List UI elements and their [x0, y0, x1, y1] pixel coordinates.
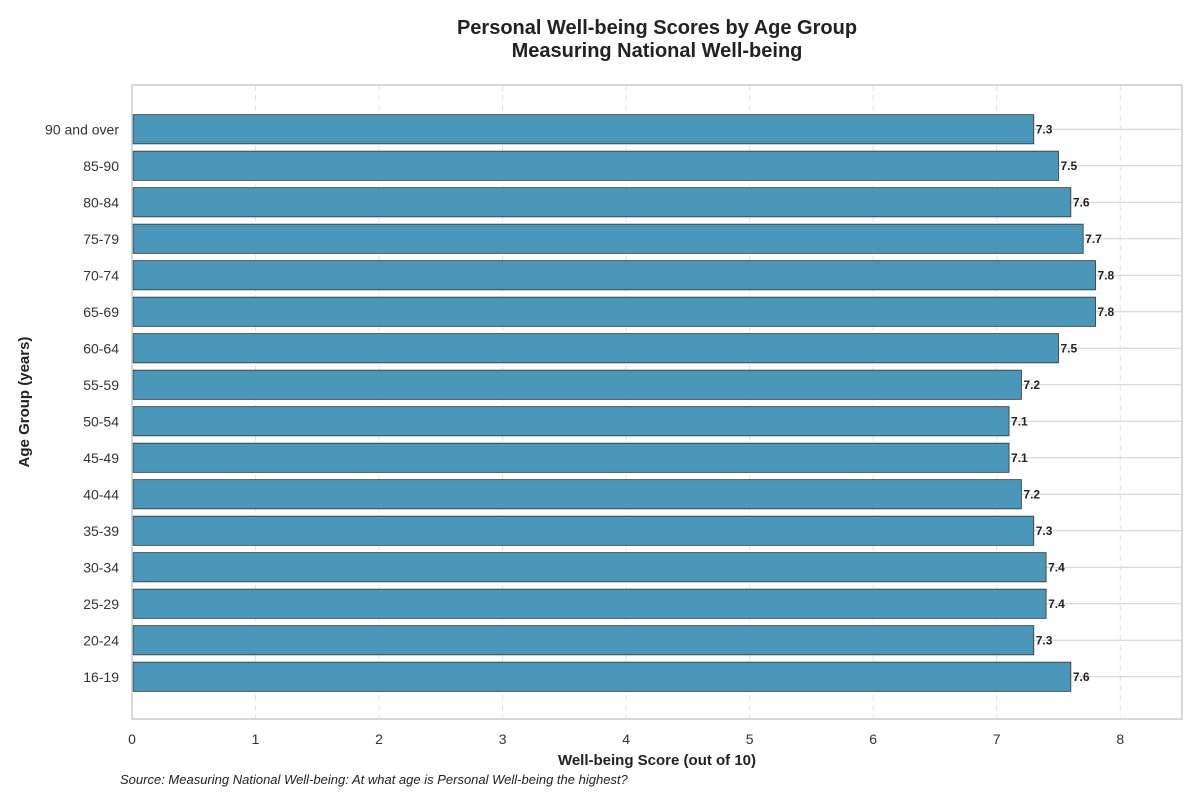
y-tick-label: 70-74: [83, 267, 119, 283]
bar-80-84: [132, 187, 1072, 218]
chart-title: Personal Well-being Scores by Age Group: [457, 17, 857, 39]
y-tick-label: 85-90: [83, 158, 119, 174]
value-label: 7.8: [1098, 268, 1115, 282]
value-label: 7.1: [1011, 451, 1028, 465]
bar-70-74: [132, 260, 1096, 291]
bar-55-59: [132, 369, 1022, 400]
value-label: 7.5: [1060, 159, 1077, 173]
bar-60-64: [132, 333, 1059, 364]
bar-50-54: [132, 406, 1010, 437]
value-label: 7.6: [1073, 670, 1090, 684]
bar-35-39: [132, 515, 1035, 546]
value-label: 7.3: [1036, 524, 1053, 538]
bar-45-49: [132, 442, 1010, 473]
x-tick-label: 8: [1116, 731, 1124, 747]
x-tick-label: 2: [375, 731, 383, 747]
plot-frame: [131, 84, 1183, 720]
value-label: 7.8: [1098, 305, 1115, 319]
y-tick-labels: 16-19 20-24 25-29 30-34 35-39 40-44 45-49 50-54…: [45, 121, 119, 685]
y-tick-label: 20-24: [83, 632, 119, 648]
y-tick-label: 80-84: [83, 194, 119, 210]
bar-20-24: [132, 625, 1035, 656]
bar-16-19: [132, 661, 1072, 692]
source-note: Source: Measuring National Well-being: A…: [120, 772, 629, 787]
y-tick-label: 40-44: [83, 486, 119, 502]
x-tick-label: 6: [869, 731, 877, 747]
y-tick-label: 35-39: [83, 523, 119, 539]
bar-90-and-over: [132, 114, 1035, 145]
x-tick-label: 5: [746, 731, 754, 747]
chart-subtitle: Measuring National Well-being: [512, 40, 803, 62]
x-tick-label: 4: [622, 731, 630, 747]
bar-65-69: [132, 296, 1096, 327]
value-label: 7.3: [1036, 633, 1053, 647]
value-labels: 7.6 7.3 7.4 7.4 7.3 7.2 7.1 7.1 7.2 7.5 7.8 7.8 7.7 7…: [1011, 122, 1114, 684]
bar-75-79: [132, 223, 1084, 254]
value-label: 7.4: [1048, 560, 1065, 574]
value-label: 7.6: [1073, 195, 1090, 209]
bar-40-44: [132, 479, 1022, 510]
value-label: 7.2: [1023, 487, 1040, 501]
bar-25-29: [132, 588, 1047, 619]
x-tick-label: 7: [993, 731, 1001, 747]
bar-30-34: [132, 552, 1047, 583]
value-label: 7.5: [1060, 341, 1077, 355]
y-tick-label: 16-19: [83, 669, 119, 685]
value-label: 7.4: [1048, 597, 1065, 611]
y-tick-label: 60-64: [83, 340, 119, 356]
x-tick-label: 1: [252, 731, 260, 747]
x-tick-label: 3: [499, 731, 507, 747]
x-tick-labels: 0 1 2 3 4 5 6 7 8: [128, 731, 1124, 747]
bars: [132, 114, 1096, 692]
y-axis-label: Age Group (years): [16, 337, 33, 468]
y-tick-label: 65-69: [83, 304, 119, 320]
x-tick-label: 0: [128, 731, 136, 747]
y-tick-label: 25-29: [83, 596, 119, 612]
value-label: 7.1: [1011, 414, 1028, 428]
y-tick-label: 45-49: [83, 450, 119, 466]
value-label: 7.3: [1036, 122, 1053, 136]
y-tick-label: 90 and over: [45, 121, 119, 137]
y-tick-label: 50-54: [83, 413, 119, 429]
value-label: 7.7: [1085, 232, 1102, 246]
x-axis-label: Well-being Score (out of 10): [558, 752, 756, 769]
bar-85-90: [132, 150, 1059, 181]
y-tick-label: 30-34: [83, 559, 119, 575]
y-tick-label: 75-79: [83, 231, 119, 247]
y-tick-label: 55-59: [83, 377, 119, 393]
value-label: 7.2: [1023, 378, 1040, 392]
